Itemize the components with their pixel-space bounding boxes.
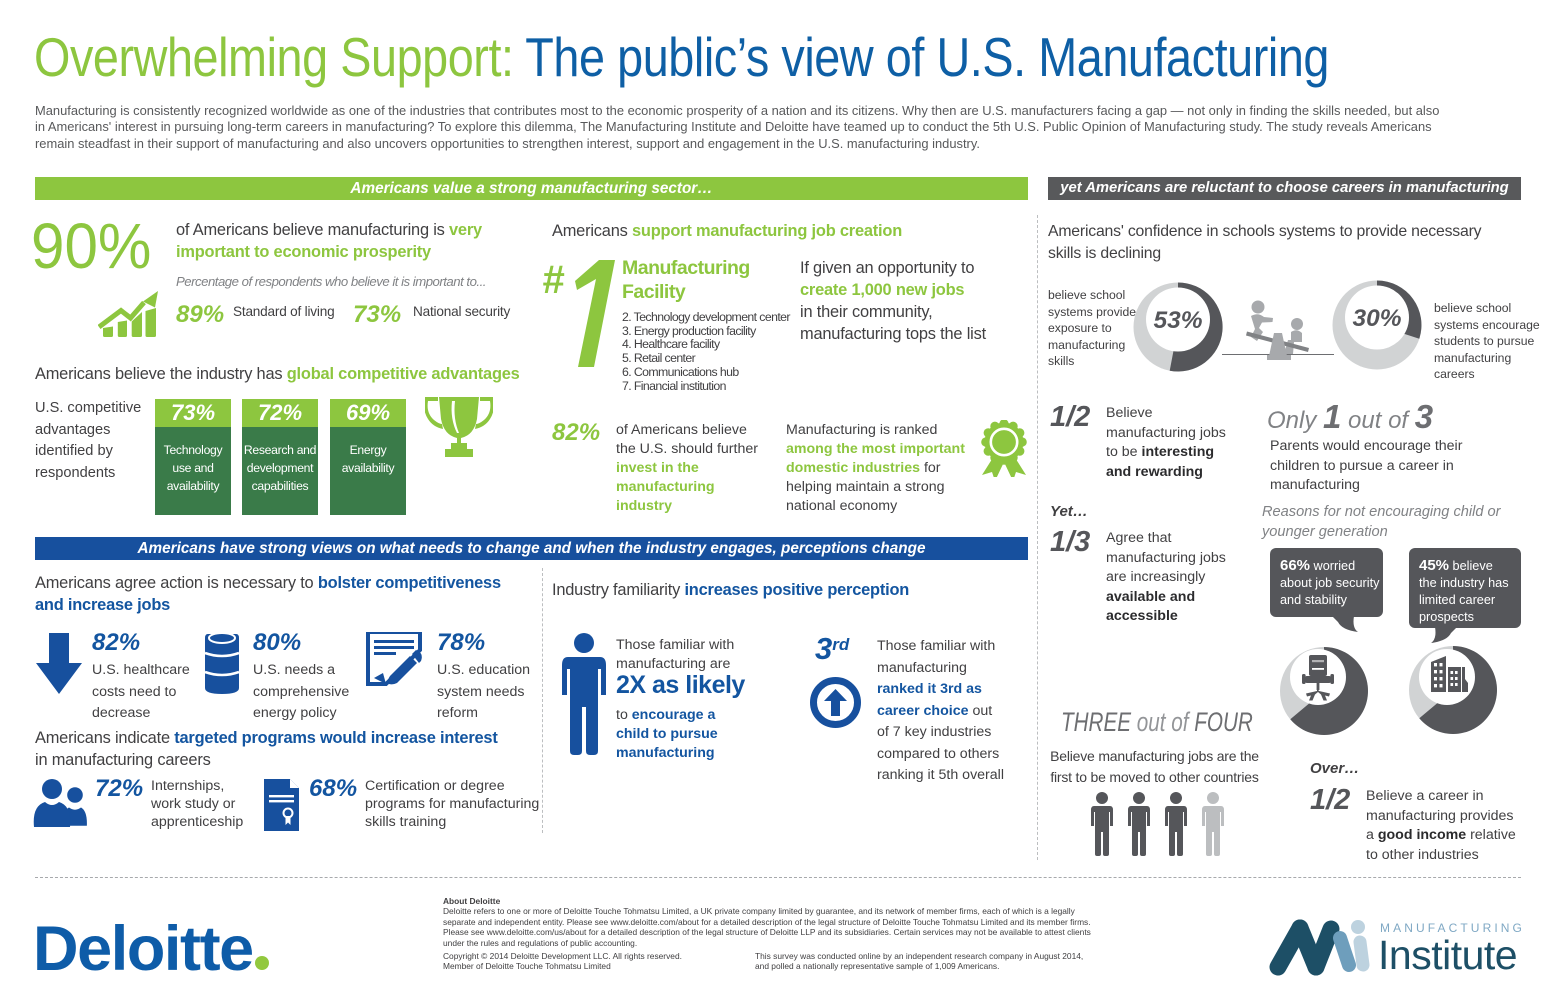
- svg-text:53%: 53%: [1153, 307, 1202, 334]
- svg-text:30%: 30%: [1352, 305, 1401, 332]
- svg-text:Institute: Institute: [1378, 932, 1517, 977]
- svg-text:MANUFACTURING: MANUFACTURING: [1380, 921, 1525, 935]
